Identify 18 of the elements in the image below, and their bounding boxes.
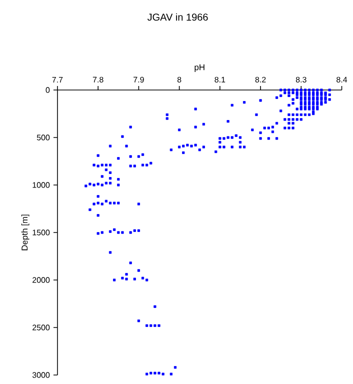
x-tick-label: 8.2 — [255, 76, 266, 82]
x-tick-label: 7.9 — [134, 76, 144, 82]
x-axis-title: pH — [194, 64, 204, 72]
x-tick-label: 8.1 — [214, 76, 226, 82]
y-tick-label: 0 — [46, 87, 50, 93]
y-tick-label: 2000 — [32, 277, 50, 283]
y-tick-label: 3000 — [32, 372, 50, 378]
x-tick-label: 8.4 — [336, 76, 348, 82]
x-tick-label: 7.8 — [93, 76, 104, 82]
x-tick-label: 8 — [178, 76, 182, 82]
y-tick-label: 1500 — [32, 230, 50, 236]
y-tick-label: 500 — [37, 134, 50, 140]
x-tick-label: 8.3 — [296, 76, 306, 82]
chart-title: JGAV in 1966 — [148, 13, 208, 21]
x-tick-label: 7.7 — [52, 76, 63, 82]
y-tick-label: 1000 — [32, 182, 50, 188]
y-axis-title: Depth [m] — [21, 214, 30, 250]
y-tick-label: 2500 — [32, 324, 50, 330]
